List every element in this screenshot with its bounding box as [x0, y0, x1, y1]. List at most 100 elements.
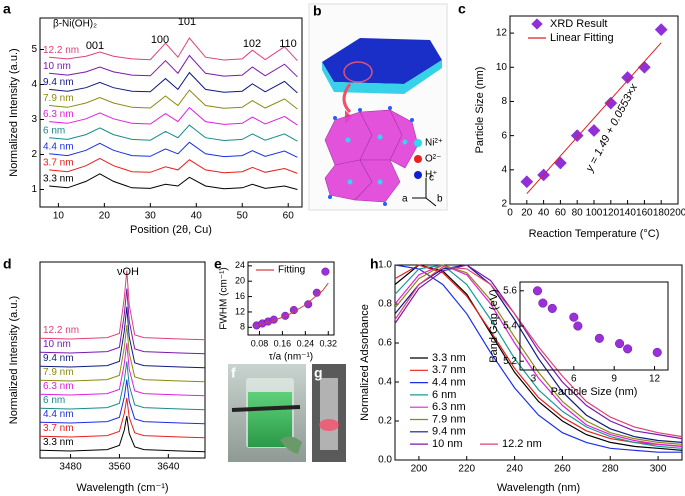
y-tick-label: 1.0	[378, 260, 392, 271]
x-tick-label: 3	[531, 374, 537, 385]
y-tick-label: 0.8	[378, 299, 392, 310]
x-tick-label: 12	[649, 374, 661, 385]
h-atoms	[328, 106, 414, 206]
panel-label: h	[370, 256, 379, 272]
series-line	[394, 264, 683, 440]
x-tick-label: 10	[53, 211, 65, 222]
x-tick-label: 30	[145, 211, 157, 222]
legend-label: O²⁻	[425, 154, 441, 165]
x-tick-label: 40	[191, 211, 203, 222]
atom	[333, 116, 337, 120]
annotation: 110	[279, 38, 297, 50]
x-tick-label: 240	[506, 464, 523, 475]
annotation: 101	[178, 16, 196, 28]
x-tick-label: 260	[554, 464, 571, 475]
x-tick-label: 20	[99, 211, 111, 222]
x-tick-label: 80	[572, 208, 584, 219]
data-point	[304, 300, 313, 309]
atom	[345, 137, 351, 143]
data-point	[573, 321, 583, 331]
y-tick-label: 1	[31, 184, 37, 195]
x-tick-label: 50	[237, 211, 249, 222]
plot-frame	[247, 261, 335, 336]
atom	[328, 195, 332, 199]
data-point	[520, 175, 534, 189]
legend-label: 7.9 nm	[432, 413, 466, 425]
legend-label: 3.7 nm	[432, 364, 466, 376]
legend-label: 6 nm	[432, 389, 456, 401]
series-label: 12.2 nm	[43, 45, 79, 56]
legend-label: H⁺	[425, 170, 438, 181]
series-label: 6 nm	[43, 395, 65, 406]
y-tick-label: 4	[501, 164, 507, 175]
y-tick-label: 4	[31, 79, 37, 90]
atom	[410, 118, 414, 122]
ni-atoms	[345, 134, 408, 185]
series-label: 3.3 nm	[43, 174, 74, 185]
series-line	[39, 379, 206, 425]
y-tick-label: 5.4	[503, 321, 517, 332]
series-line	[39, 343, 206, 397]
leaf	[280, 436, 302, 454]
x-tick-label: 9	[611, 374, 617, 385]
series-line	[394, 264, 683, 443]
series-line	[39, 306, 206, 369]
x-tick-label: 140	[619, 208, 636, 219]
series-label: 6.3 nm	[43, 381, 74, 392]
slab-top	[322, 38, 442, 84]
series-line	[39, 288, 206, 355]
y-tick-label: 5	[31, 44, 37, 55]
data-point	[654, 23, 668, 37]
data-point	[321, 267, 330, 276]
series-line	[49, 173, 298, 190]
x-tick-label: 6	[571, 374, 577, 385]
series-line	[39, 324, 206, 383]
x-tick-label: 20	[521, 208, 533, 219]
x-tick-label: 3480	[59, 462, 82, 473]
zoom-circle	[343, 61, 373, 83]
panel-label: g	[314, 365, 323, 381]
x-tick-label: 160	[636, 208, 653, 219]
annotation: β-Ni(OH)₂	[53, 19, 97, 30]
atom	[377, 179, 383, 185]
axis-label: a	[402, 194, 408, 205]
plot-frame	[39, 261, 206, 459]
annotation: νOH	[117, 266, 139, 278]
series-line	[49, 71, 298, 94]
y-axis-label: Normalized Intensity (a.u.)	[8, 48, 20, 176]
y-tick-label: 12	[235, 306, 245, 316]
series-label: 10 nm	[43, 339, 71, 350]
series-label: 9.4 nm	[43, 353, 74, 364]
series-line	[49, 124, 298, 142]
legend-label: Ni²⁺	[425, 138, 443, 149]
y-tick-label: 0.4	[378, 377, 392, 388]
data-point	[547, 303, 557, 313]
y-tick-label: 12	[496, 28, 508, 39]
panel-label: e	[214, 256, 222, 272]
y-tick-label: 5.6	[503, 285, 517, 296]
data-point	[621, 71, 634, 84]
y-tick-label: 2	[501, 199, 507, 210]
x-axis-label: τ/a (nm⁻¹)	[269, 352, 313, 363]
y-axis-label: Normalized Intensity (a.u.)	[8, 296, 20, 424]
y-tick-label: 8	[501, 96, 507, 107]
series-label: 6 nm	[43, 125, 65, 136]
panel-label: c	[458, 1, 466, 17]
atom	[377, 134, 383, 140]
x-axis-label: Particle Size (nm)	[551, 386, 638, 398]
x-axis-label: Wavelength (nm)	[497, 482, 580, 494]
y-tick-label: 3	[31, 114, 37, 125]
atom	[388, 106, 392, 110]
panel-f-photo	[228, 364, 306, 462]
data-point	[652, 347, 662, 357]
y-axis-label: FWHM (cm⁻¹)	[219, 267, 230, 329]
x-tick-label: 60	[283, 211, 295, 222]
y-axis-label: Normalized Adsorbance	[359, 304, 371, 421]
y-tick-label: 5.2	[503, 356, 517, 367]
series-line	[394, 264, 682, 453]
y-tick-label: 0.0	[378, 455, 392, 466]
x-tick-label: 60	[555, 208, 567, 219]
series-line	[526, 42, 662, 195]
plot-frame	[509, 15, 679, 205]
